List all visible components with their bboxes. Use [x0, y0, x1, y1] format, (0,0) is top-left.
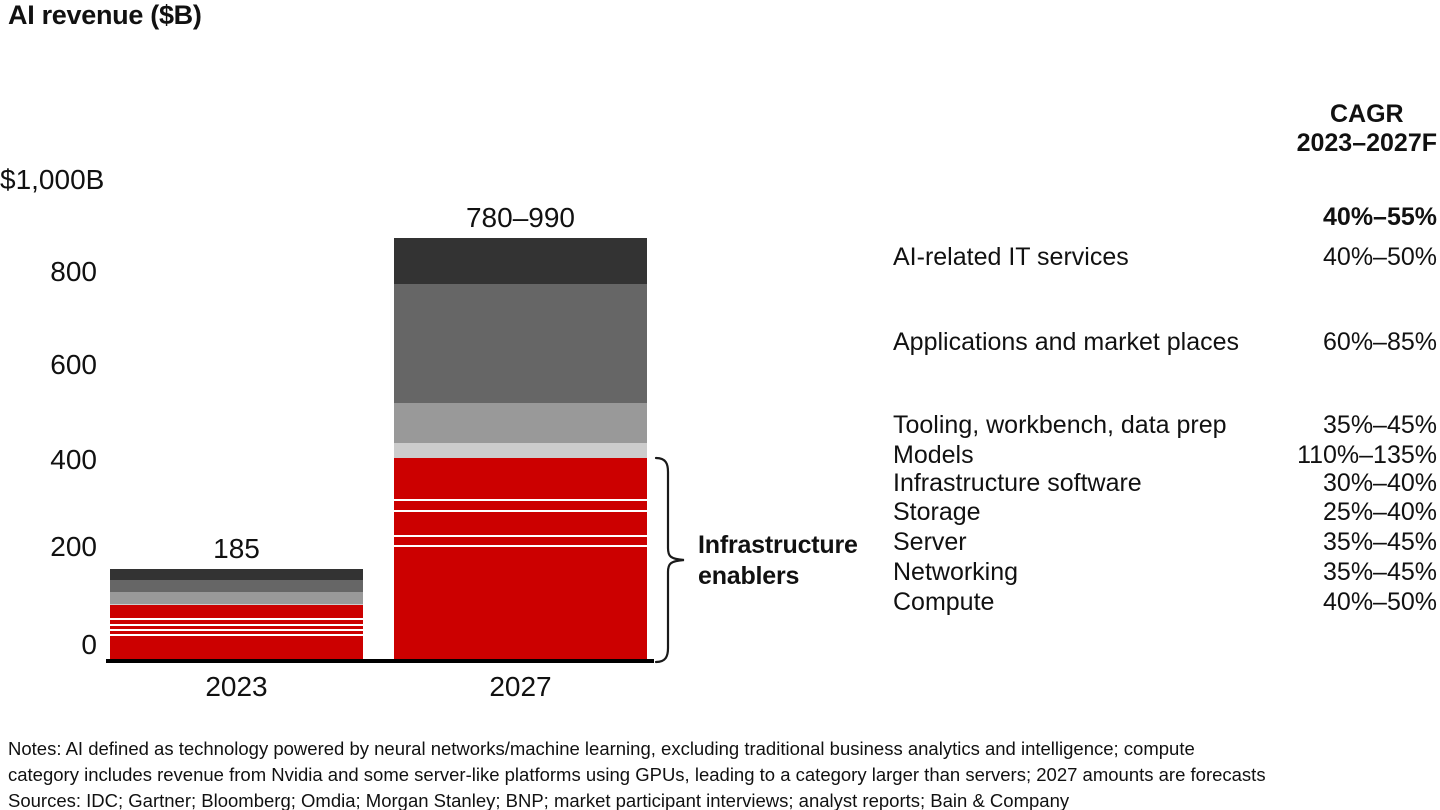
bar-segment-2023-ai-related-it-services: [110, 568, 363, 580]
bar-segment-2027-networking: [394, 534, 647, 545]
cagr-row-value: 30%–40%: [1323, 469, 1437, 497]
cagr-row-server: Server 35%–45%: [893, 527, 1437, 557]
cagr-row-label: Compute: [893, 588, 995, 616]
cagr-header-line2: 2023–2027F: [1296, 129, 1437, 157]
bar-segment-2027-tooling-workbench-data-prep: [394, 403, 647, 443]
cagr-row-value: 60%–85%: [1323, 328, 1437, 356]
bar-segment-2023-models: [110, 604, 363, 606]
bar-segment-2023-infrastructure-software: [110, 605, 363, 619]
cagr-row-value: 40%–50%: [1323, 588, 1437, 616]
bar-segment-2023-server: [110, 623, 363, 629]
cagr-row-label: Tooling, workbench, data prep: [893, 411, 1227, 439]
bar-segment-2027-ai-related-it-services: [394, 237, 647, 284]
y-tick-label-800: 800: [50, 256, 97, 287]
sources-line: Sources: IDC; Gartner; Bloomberg; Omdia;…: [8, 790, 1070, 810]
bar-total-label-2023: 185: [213, 532, 260, 564]
curly-brace-icon: [654, 456, 685, 664]
cagr-row-value: 25%–40%: [1323, 498, 1437, 526]
bar-segment-2023-networking: [110, 628, 363, 634]
bar-segment-2027-models: [394, 442, 647, 458]
bar-segment-2027-compute: [394, 544, 647, 659]
bar-total-label-2027: 780–990: [465, 201, 575, 233]
x-tick-label-2027: 2027: [489, 671, 552, 702]
cagr-row-applications-and-market-places: Applications and market places 60%–85%: [893, 327, 1437, 357]
cagr-row-infrastructure-software: Infrastructure software 30%–40%: [893, 468, 1437, 498]
cagr-row-value: 35%–45%: [1323, 411, 1437, 439]
x-axis-line: [106, 659, 654, 663]
cagr-row-label: Networking: [893, 558, 1019, 586]
bar-segment-2023-storage: [110, 618, 363, 624]
footnotes: Notes: AI defined as technology powered …: [8, 736, 1266, 810]
cagr-row-value: 110%–135%: [1297, 441, 1437, 469]
cagr-overall-value: 40%–55%: [1323, 203, 1437, 231]
cagr-column-header: CAGR 2023–2027F: [1297, 100, 1437, 158]
cagr-row-tooling-workbench-data-prep: Tooling, workbench, data prep 35%–45%: [893, 410, 1437, 440]
cagr-row-value: 40%–50%: [1323, 243, 1437, 271]
x-tick-label-2023: 2023: [205, 671, 268, 702]
bar-segment-2027-applications-and-market-places: [394, 283, 647, 404]
cagr-row-storage: Storage 25%–40%: [893, 497, 1437, 527]
bar-segment-2023-applications-and-market-places: [110, 579, 363, 592]
notes-line-2: category includes revenue from Nvidia an…: [8, 764, 1266, 785]
bar-segment-2027-infrastructure-software: [394, 457, 647, 499]
bar-segment-2023-tooling-workbench-data-prep: [110, 591, 363, 605]
cagr-row-label: Infrastructure software: [893, 469, 1142, 497]
cagr-row-models: Models 110%–135%: [893, 440, 1437, 470]
bar-segment-2023-compute: [110, 633, 363, 659]
notes-line-1: Notes: AI defined as technology powered …: [8, 738, 1195, 759]
cagr-row-networking: Networking 35%–45%: [893, 557, 1437, 587]
y-tick-label-600: 600: [50, 349, 97, 380]
cagr-row-value: 35%–45%: [1323, 558, 1437, 586]
cagr-row-ai-related-it-services: AI-related IT services 40%–50%: [893, 242, 1437, 272]
cagr-row-label: Models: [893, 441, 974, 469]
y-axis-max-label: $1,000B: [0, 164, 105, 195]
cagr-header-line1: CAGR: [1329, 100, 1404, 128]
cagr-row-value: 35%–45%: [1323, 528, 1437, 556]
cagr-row-label: Applications and market places: [893, 328, 1240, 356]
bar-segment-2027-server: [394, 509, 647, 535]
bar-segment-2027-storage: [394, 498, 647, 510]
cagr-row-label: Server: [893, 528, 967, 556]
y-tick-label-0: 0: [81, 629, 97, 660]
cagr-row-compute: Compute 40%–50%: [893, 587, 1437, 617]
chart-title: AI revenue ($B): [8, 0, 202, 30]
infrastructure-enablers-label: Infrastructure enablers: [698, 531, 858, 590]
y-tick-label-400: 400: [50, 444, 97, 475]
y-tick-label-200: 200: [50, 531, 97, 562]
cagr-row-label: AI-related IT services: [893, 243, 1129, 271]
cagr-row-label: Storage: [893, 498, 981, 526]
